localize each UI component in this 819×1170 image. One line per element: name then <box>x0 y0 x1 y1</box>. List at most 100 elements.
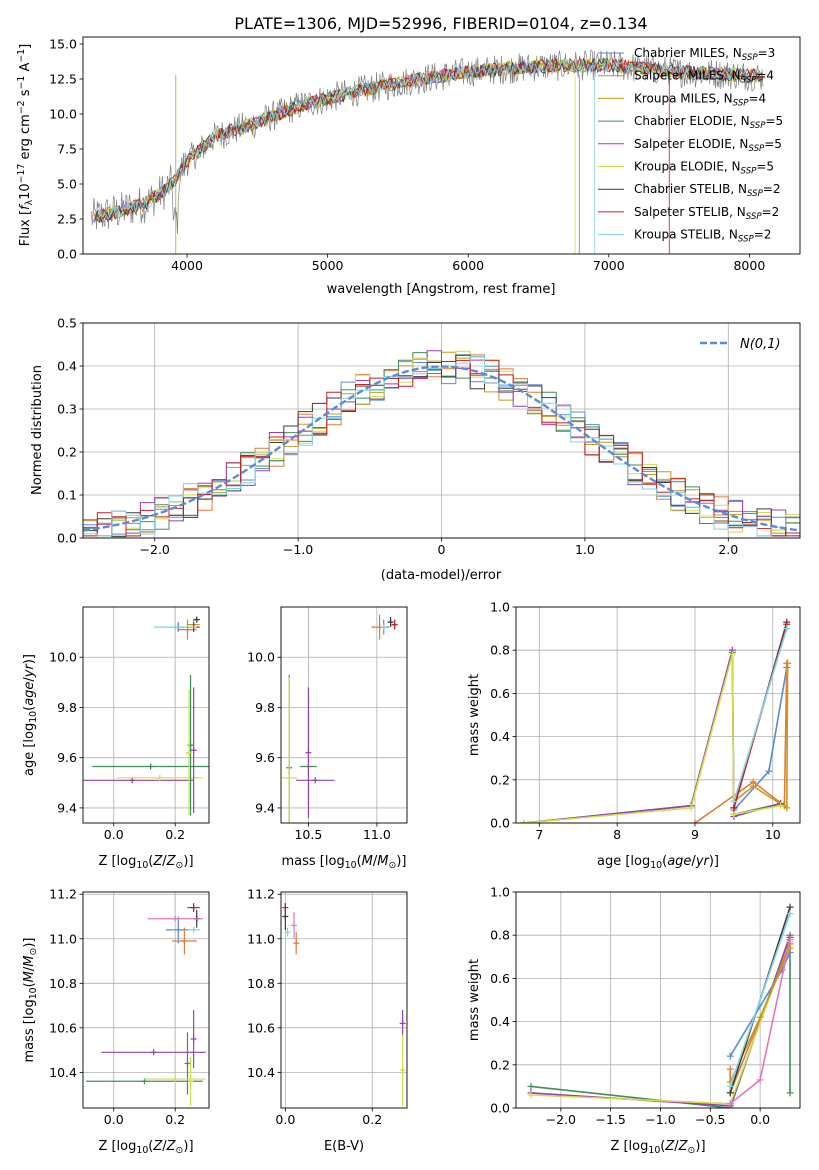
tick-label-x: 0.0 <box>750 1112 770 1127</box>
error-bar-point <box>187 903 200 913</box>
tick-label-x: 9 <box>691 827 699 842</box>
tick-label-y: 0.0 <box>490 1101 510 1116</box>
legend-entry: Chabrier ELODIE, NSSP=5 <box>634 114 783 131</box>
legend-entry: Salpeter MILES, NSSP=4 <box>634 69 774 86</box>
plot-area-residuals <box>83 350 800 538</box>
x-axis-label: mass [log10(M/M⊙)] <box>282 854 407 871</box>
tick-label-x: −1.0 <box>283 542 313 557</box>
plot-area-mass-vs-ebv <box>282 903 406 1106</box>
error-bar-point <box>101 1049 206 1056</box>
tick-label-y: 10.6 <box>247 1020 275 1035</box>
y-axis-label: Normed distribution <box>30 365 45 495</box>
error-bar-point <box>165 916 191 944</box>
tick-label-x: 11.0 <box>363 827 391 842</box>
y-axis-label: Flux [fλ10−17 erg cm−2 s−1 A−1] <box>16 44 35 246</box>
tick-label-x: 0.0 <box>104 1112 124 1127</box>
tick-label-y: 9.8 <box>57 700 77 715</box>
error-bar-point <box>399 1010 406 1037</box>
spectrum-model-line <box>96 59 764 222</box>
axes-frame-spectrum <box>82 36 801 255</box>
tick-label-y: 10.0 <box>49 650 77 665</box>
weight-line <box>733 628 788 802</box>
tick-label-x: 5000 <box>312 258 344 273</box>
x-axis-label: Z [log10(Z/Z⊙)] <box>98 854 193 871</box>
grid-massweight-vs-age <box>516 606 800 824</box>
axes-residuals: −2.0 −1.0 0 1.0 2.0 0.0 0.1 0.2 0.3 0.4 0.5 N(0,1) (… <box>30 316 801 583</box>
tick-label-x: 0.2 <box>165 827 185 842</box>
tick-label-x: 0.0 <box>104 827 124 842</box>
plot-area-age-vs-mass <box>281 614 398 823</box>
axes-frame-mass-vs-ebv <box>280 891 408 1109</box>
tick-label-x: 6000 <box>452 258 484 273</box>
y-axis-label: age [log10(age/yr)] <box>22 654 39 776</box>
axes-mass-vs-ebv: 0.0 0.2 10.4 10.6 10.8 11.0 11.2 E(B-V) <box>247 887 408 1154</box>
tick-label-y: 9.6 <box>255 750 275 765</box>
tick-label-y: 0.8 <box>490 643 510 658</box>
ticks-mass-vs-Z: 0.0 0.2 10.4 10.6 10.8 11.0 11.2 <box>49 887 185 1127</box>
tick-label-x: 0.2 <box>362 1112 382 1127</box>
tick-label-x: 2.0 <box>718 542 738 557</box>
error-bar-point <box>281 677 298 823</box>
axes-mass-vs-Z: 0.0 0.2 10.4 10.6 10.8 11.0 11.2 Z [log10(Z/Z⊙)… <box>22 887 210 1156</box>
tick-label-y: 9.4 <box>57 800 77 815</box>
ticks-age-vs-Z: 0.0 0.2 9.4 9.6 9.8 10.0 <box>49 650 185 842</box>
ticks-mass-vs-ebv: 0.0 0.2 10.4 10.6 10.8 11.0 11.2 <box>247 887 382 1127</box>
tick-label-y: 0.0 <box>57 247 77 262</box>
error-bar-point <box>144 1076 206 1083</box>
legend-entry: Kroupa ELODIE, NSSP=5 <box>634 160 774 177</box>
legend-entry: Chabrier MILES, NSSP=3 <box>634 46 775 63</box>
tick-label-x: 1.0 <box>575 542 595 557</box>
residual-histogram <box>83 350 800 537</box>
legend-entry: Salpeter STELIB, NSSP=2 <box>634 205 779 222</box>
x-axis-label: wavelength [Angstrom, rest frame] <box>327 282 556 297</box>
error-bar-point <box>380 624 387 631</box>
y-axis-label: mass weight <box>467 959 482 1041</box>
tick-label-x: 0.2 <box>165 1112 185 1127</box>
legend-entry: Kroupa MILES, NSSP=4 <box>634 91 766 108</box>
tick-label-y: 11.2 <box>49 887 77 902</box>
tick-label-y: 10.4 <box>247 1065 275 1080</box>
tick-label-x: −1.0 <box>645 1112 675 1127</box>
ticks-residuals: −2.0 −1.0 0 1.0 2.0 0.0 0.1 0.2 0.3 0.4 0.5 <box>57 316 738 558</box>
error-bar-point <box>296 777 335 784</box>
tick-label-y: 2.5 <box>57 212 77 227</box>
error-bar-point <box>399 1034 406 1106</box>
tick-label-y: 9.6 <box>57 750 77 765</box>
grid-massweight-vs-Z <box>516 891 800 1109</box>
error-bar-point <box>284 927 291 937</box>
error-bar-point <box>291 912 298 939</box>
y-axis-label: mass [log10(M/M⊙)] <box>22 938 39 1063</box>
legend-entry: Salpeter ELODIE, NSSP=5 <box>634 137 782 154</box>
tick-label-y: 0.4 <box>490 1014 510 1029</box>
error-bar-point <box>293 932 300 955</box>
tick-label-y: 0.0 <box>490 816 510 831</box>
tick-label-y: 1.0 <box>490 600 510 615</box>
tick-label-y: 9.8 <box>255 700 275 715</box>
gaussian-curve <box>83 365 800 532</box>
legend-entry: N(0,1) <box>740 337 781 352</box>
tick-label-x: −2.0 <box>140 542 170 557</box>
weight-line <box>694 663 788 823</box>
residual-histogram <box>83 355 800 537</box>
ticks-spectrum: 4000 5000 6000 7000 8000 0.0 2.5 5.0 7.5 10.0 12.5… <box>49 37 765 274</box>
tick-label-y: 11.2 <box>247 887 275 902</box>
tick-label-x: −2.0 <box>546 1112 576 1127</box>
plot-area-age-vs-Z <box>83 616 209 816</box>
grid-mass-vs-ebv <box>281 892 407 1108</box>
tick-label-x: −0.5 <box>695 1112 725 1127</box>
axes-massweight-vs-Z: −2.0 −1.5 −1.0 −0.5 0.0 0.0 0.2 0.4 0.6 0.8 1.0 Z [… <box>467 885 801 1156</box>
tick-label-x: 10.5 <box>294 827 322 842</box>
error-bar-point <box>305 687 312 818</box>
tick-label-y: 5.0 <box>57 177 77 192</box>
weight-line <box>523 652 781 823</box>
legend-entry: Kroupa STELIB, NSSP=2 <box>634 228 771 245</box>
tick-label-y: 0.6 <box>490 686 510 701</box>
axes-age-vs-mass: 10.5 11.0 9.4 9.6 9.8 10.0 mass [log10(M/M⊙)] <box>247 606 408 871</box>
tick-label-y: 0.2 <box>490 772 510 787</box>
error-bar-point <box>184 1032 191 1095</box>
tick-label-y: 10.8 <box>247 976 275 991</box>
error-bar-point <box>172 927 197 955</box>
spectrum-legend: Chabrier MILES, NSSP=3 Salpeter MILES, NS… <box>598 46 783 245</box>
figure-title: PLATE=1306, MJD=52996, FIBERID=0104, z=0… <box>234 14 647 33</box>
x-axis-label: E(B-V) <box>324 1139 364 1154</box>
